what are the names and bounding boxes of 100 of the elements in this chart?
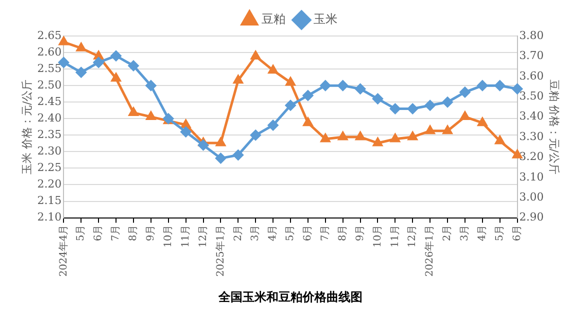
y-tick-label: 2.30 — [37, 144, 62, 158]
y-tick-label: 2.65 — [37, 28, 62, 42]
x-tick-label: 12月 — [407, 224, 418, 248]
x-tick-label: 9月 — [354, 224, 366, 242]
point — [128, 108, 138, 116]
x-tick-label: 7月 — [110, 224, 122, 242]
point — [286, 77, 296, 86]
x-tick-label: 2月 — [232, 224, 244, 242]
y2-tick-label: 3.10 — [519, 170, 544, 184]
x-tick-label: 11月 — [390, 224, 401, 248]
x-tick-label: 9月 — [146, 224, 157, 242]
y2-tick-label: 3.20 — [519, 150, 544, 164]
point — [110, 50, 122, 62]
point — [250, 50, 260, 60]
x-tick-label: 5月 — [494, 224, 506, 242]
x-tick-label: 5月 — [285, 224, 296, 242]
point — [268, 120, 278, 130]
y2-tick-label: 3.40 — [519, 110, 544, 123]
y-tick-label: 2.60 — [37, 45, 62, 58]
x-tick-label: 5月 — [76, 224, 87, 242]
x-tick-label: 12月 — [198, 224, 209, 248]
point — [477, 80, 488, 91]
point — [355, 84, 366, 94]
x-tick-label: 6月 — [93, 224, 104, 242]
y-tick-label: 2.25 — [37, 161, 62, 174]
x-tick-label: 2024年4月 — [57, 224, 70, 277]
point — [442, 96, 453, 108]
y-tick-label: 2.35 — [37, 128, 62, 142]
point — [425, 126, 435, 134]
x-tick-label: 4月 — [268, 224, 279, 242]
legend-label: 玉米 — [314, 12, 338, 26]
y2-tick-label: 3.30 — [519, 130, 544, 143]
point — [356, 132, 365, 140]
x-tick-label: 8月 — [337, 224, 348, 242]
point — [181, 120, 191, 128]
point — [198, 140, 209, 150]
x-tick-label: 2026年1月 — [424, 224, 436, 277]
legend-label: 豆粕 — [262, 12, 286, 26]
point — [268, 65, 278, 74]
y2-tick-label: 3.60 — [519, 69, 544, 82]
y-tick-label: 2.10 — [37, 210, 62, 224]
point — [390, 134, 400, 142]
point — [111, 73, 121, 82]
point — [407, 103, 418, 114]
y2-axis-title: 豆粕 价格：元/公斤 — [548, 79, 561, 174]
point — [232, 150, 244, 160]
y-tick-label: 2.50 — [37, 78, 62, 92]
x-tick-label: 11月 — [180, 224, 192, 248]
point — [338, 80, 348, 91]
point — [460, 112, 470, 120]
point — [495, 136, 505, 144]
point — [424, 100, 436, 111]
point — [215, 153, 226, 164]
point — [408, 132, 418, 140]
point — [146, 112, 156, 120]
y-axis-title: 玉米 价格：元/公斤 — [20, 79, 34, 174]
x-tick-label: 6月 — [512, 224, 523, 242]
x-tick-label: 8月 — [128, 224, 140, 242]
x-tick-label: 10月 — [372, 224, 384, 248]
point — [320, 80, 331, 91]
point — [338, 132, 348, 140]
y2-tick-label: 3.80 — [519, 28, 544, 42]
point — [285, 100, 296, 111]
x-tick-label: 7月 — [320, 224, 331, 242]
point — [233, 75, 243, 84]
point — [442, 126, 452, 134]
point — [478, 118, 488, 126]
y-tick-label: 2.55 — [37, 62, 62, 75]
x-tick-label: 6月 — [302, 224, 314, 242]
y-tick-label: 2.20 — [37, 178, 62, 191]
y-tick-label: 2.15 — [37, 194, 62, 208]
point — [460, 86, 470, 98]
y-tick-label: 2.40 — [37, 111, 62, 124]
x-tick-label: 3月 — [250, 224, 262, 242]
point — [390, 103, 400, 114]
point — [320, 134, 330, 142]
point — [128, 60, 139, 71]
point — [93, 57, 104, 68]
point — [250, 130, 261, 140]
point — [303, 118, 313, 126]
x-tick-label: 2025年1月 — [214, 224, 226, 277]
y2-tick-label: 3.00 — [519, 190, 544, 204]
point — [302, 90, 314, 101]
point — [216, 138, 226, 146]
point — [372, 94, 383, 104]
y-tick-label: 2.45 — [37, 94, 62, 108]
point — [76, 67, 86, 78]
y2-tick-label: 2.90 — [519, 210, 544, 224]
x-tick-label: 4月 — [477, 224, 488, 242]
x-tick-label: 10月 — [162, 224, 174, 248]
point — [494, 80, 506, 91]
point — [94, 50, 104, 60]
y2-tick-label: 3.50 — [519, 89, 544, 102]
point — [146, 80, 156, 91]
x-tick-label: 3月 — [460, 224, 471, 242]
point — [373, 138, 382, 146]
text: 全国玉米和豆粕价格曲线图 — [218, 290, 362, 304]
y2-tick-label: 3.70 — [519, 49, 544, 62]
point — [180, 126, 192, 138]
x-tick-label: 2月 — [442, 224, 454, 242]
